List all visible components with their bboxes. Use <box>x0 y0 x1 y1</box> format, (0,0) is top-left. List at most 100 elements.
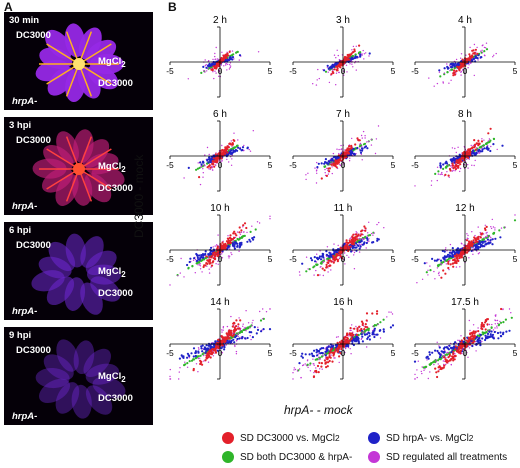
data-point <box>499 321 503 324</box>
data-point <box>363 241 366 244</box>
data-point <box>453 166 457 169</box>
data-point <box>210 246 213 249</box>
leaf <box>92 376 126 399</box>
data-point <box>364 227 367 230</box>
data-point <box>199 362 202 366</box>
data-point <box>486 238 489 241</box>
data-point <box>215 160 218 163</box>
data-point <box>214 66 217 69</box>
data-point <box>188 357 190 359</box>
data-point <box>229 65 232 67</box>
data-point <box>446 63 448 65</box>
data-point <box>220 157 223 160</box>
data-point <box>221 58 224 61</box>
data-point <box>496 327 498 329</box>
data-point <box>218 75 220 78</box>
data-point <box>333 163 336 166</box>
data-point <box>221 51 223 53</box>
x-tick-label: 0 <box>341 66 346 76</box>
data-point <box>480 56 483 59</box>
data-point <box>377 323 379 326</box>
data-point <box>489 149 492 153</box>
data-point <box>200 166 202 168</box>
data-point <box>449 260 451 262</box>
data-point <box>230 140 232 142</box>
data-point <box>228 241 231 244</box>
data-point <box>457 62 460 65</box>
data-point <box>298 362 301 365</box>
data-point <box>442 269 445 272</box>
data-point <box>325 348 328 351</box>
data-point <box>373 327 376 330</box>
data-point <box>480 233 483 236</box>
data-point <box>308 353 311 356</box>
data-point <box>182 356 185 359</box>
data-point <box>202 172 204 174</box>
data-point <box>364 145 368 148</box>
data-point <box>482 333 485 336</box>
data-point <box>437 363 439 365</box>
data-point <box>169 368 171 371</box>
leaf <box>86 264 121 285</box>
data-point <box>376 310 379 313</box>
data-point <box>378 221 380 224</box>
data-point <box>197 162 199 164</box>
data-point <box>200 347 203 350</box>
data-point <box>230 149 233 152</box>
data-point <box>366 141 368 143</box>
data-point <box>326 246 329 248</box>
data-point <box>460 71 462 74</box>
data-point <box>310 352 313 355</box>
data-point <box>238 59 240 61</box>
data-point <box>504 226 506 228</box>
data-point <box>334 258 337 261</box>
data-point <box>268 328 272 331</box>
data-point <box>340 63 343 66</box>
data-point <box>494 327 496 329</box>
data-point <box>301 262 304 265</box>
data-point <box>324 158 327 161</box>
data-point <box>496 325 498 327</box>
data-point <box>439 259 443 262</box>
data-point <box>459 266 461 268</box>
data-point <box>446 65 449 68</box>
data-point <box>442 163 445 166</box>
data-point <box>292 372 294 374</box>
data-point <box>476 57 479 60</box>
data-point <box>416 282 418 284</box>
data-point <box>321 267 324 270</box>
plant-photo: 3 hpi DC3000 MgCl2 DC3000 hrpA- <box>4 117 153 215</box>
data-point <box>183 177 185 179</box>
data-point <box>444 173 447 176</box>
data-point <box>452 265 455 268</box>
data-point <box>234 345 236 348</box>
data-point <box>330 269 332 271</box>
data-point <box>480 50 482 52</box>
data-point <box>473 153 476 156</box>
data-point <box>487 242 490 245</box>
data-point <box>461 64 464 67</box>
data-point <box>212 157 215 160</box>
data-point <box>337 54 339 57</box>
data-point <box>194 272 196 274</box>
data-point <box>247 322 250 324</box>
data-point <box>313 371 315 374</box>
leaf-vein <box>78 63 112 85</box>
x-tick-label: 5 <box>513 160 518 170</box>
data-point <box>486 231 488 234</box>
data-point <box>473 146 476 149</box>
data-point <box>368 240 370 242</box>
data-point <box>209 250 212 253</box>
data-point <box>373 324 376 327</box>
data-point <box>497 337 500 340</box>
data-point <box>349 327 352 330</box>
data-point <box>257 51 260 53</box>
data-point <box>445 166 448 169</box>
data-point <box>363 331 365 333</box>
data-point <box>338 71 340 74</box>
data-point <box>195 259 199 263</box>
leaf <box>35 368 70 389</box>
data-point <box>354 53 357 56</box>
data-point <box>230 252 232 254</box>
data-point <box>421 372 423 375</box>
